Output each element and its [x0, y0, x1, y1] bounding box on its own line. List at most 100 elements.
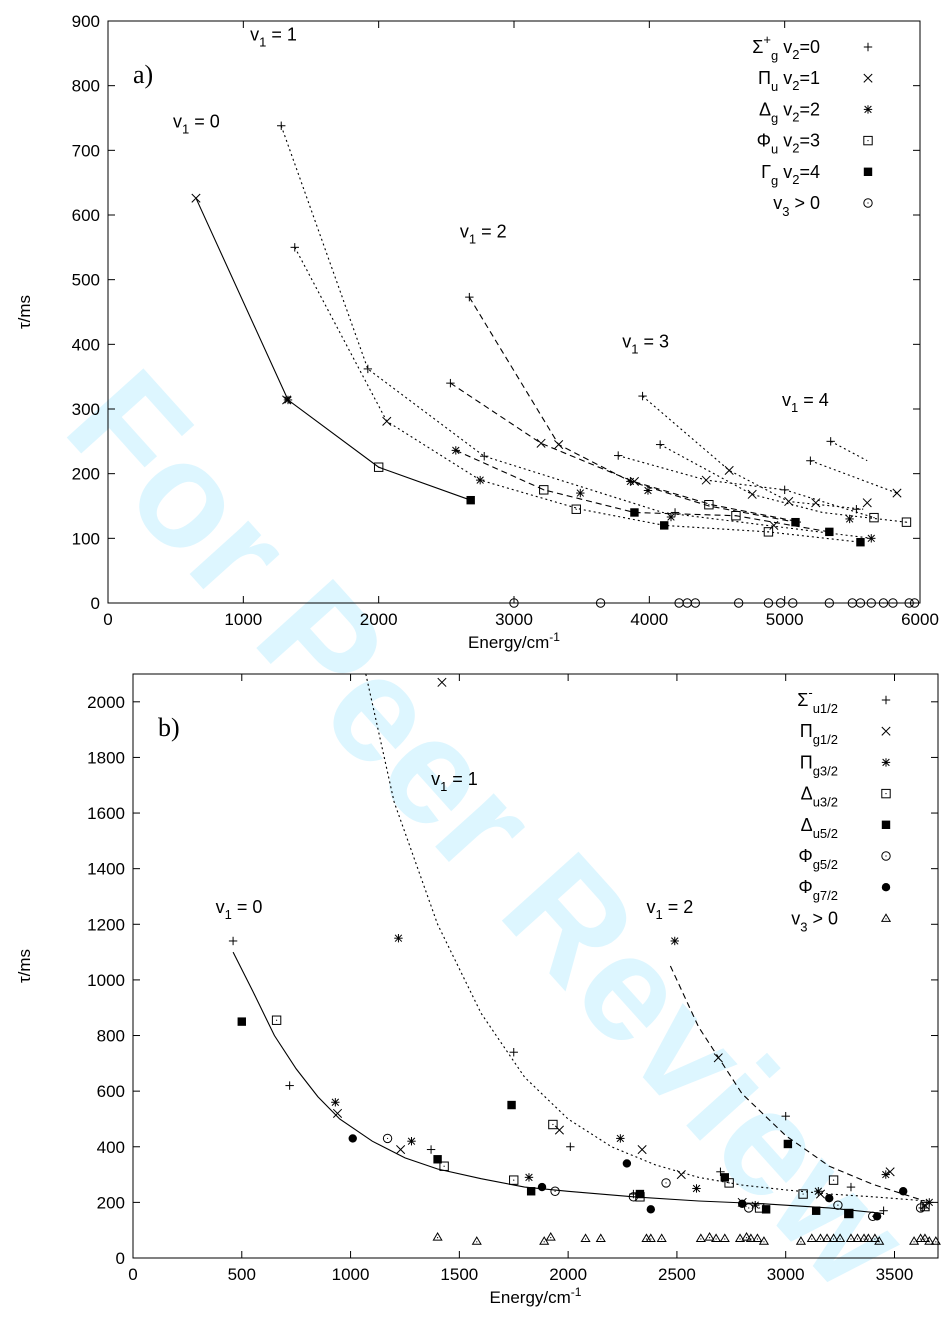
data-point-star: [576, 489, 584, 497]
data-point-square: [374, 463, 382, 471]
data-point-fcircle: [899, 1187, 907, 1195]
series-lines: [196, 126, 907, 542]
y-tick-label: 1600: [87, 804, 125, 823]
data-point-fsquare: [433, 1155, 441, 1163]
data-point-star: [394, 934, 402, 942]
data-point-fsquare: [238, 1017, 246, 1025]
x-tick-label: 6000: [901, 610, 939, 629]
data-point-triangle: [705, 1233, 713, 1240]
y-tick-label: 500: [72, 271, 100, 290]
legend-label: Δu3/2: [801, 784, 838, 810]
data-point-fsquare: [630, 508, 638, 516]
legend-marker-cross: [864, 74, 872, 82]
data-point-star: [476, 476, 484, 484]
data-point-star: [525, 1173, 533, 1181]
data-point-fcircle: [825, 1194, 833, 1202]
data-point-fsquare: [856, 538, 864, 546]
data-point-cross: [537, 439, 545, 447]
x-tick-label: 5000: [766, 610, 804, 629]
data-point-cross: [748, 490, 756, 498]
data-point-triangle: [642, 1234, 650, 1241]
y-tick-label: 900: [72, 12, 100, 31]
data-point-circle: [662, 1179, 670, 1187]
data-point-square: [540, 486, 548, 494]
data-point-fsquare: [791, 518, 799, 526]
data-point-triangle: [647, 1234, 655, 1241]
y-tick-label: 100: [72, 529, 100, 548]
series-annotation: v1 = 0: [173, 112, 220, 137]
x-tick-label: 1000: [224, 610, 262, 629]
x-tick-label: 2500: [658, 1265, 696, 1284]
data-point-fsquare: [762, 1205, 770, 1213]
data-point-cross: [770, 521, 778, 529]
data-point-star: [331, 1098, 339, 1106]
legend-marker-square: [864, 136, 872, 144]
data-point-star: [626, 477, 634, 485]
y-tick-label: 200: [97, 1193, 125, 1212]
data-point-cross: [863, 499, 871, 507]
series-line: [643, 396, 864, 509]
data-point-cross: [192, 194, 200, 202]
legend-marker-plus: [864, 43, 872, 51]
legend-marker-circle: [882, 852, 890, 860]
data-point-circle: [551, 1187, 559, 1195]
data-point-plus: [291, 243, 299, 251]
x-axis-label: Energy/cm-1: [468, 630, 560, 652]
data-point-star: [452, 446, 460, 454]
series-annotation: v1 = 3: [622, 332, 669, 357]
data-point-star: [407, 1137, 415, 1145]
legend-label: Πg1/2: [800, 721, 838, 747]
data-point-plus: [852, 505, 860, 513]
legend-label: Φg5/2: [798, 846, 838, 872]
y-tick-label: 1000: [87, 971, 125, 990]
y-tick-label: 200: [72, 465, 100, 484]
data-point-cross: [785, 497, 793, 505]
legend-marker-triangle: [882, 914, 890, 921]
data-point-triangle: [433, 1233, 441, 1240]
series-line: [831, 441, 868, 460]
data-point-triangle: [581, 1234, 589, 1241]
legend-marker-fsquare: [882, 821, 890, 829]
series-line: [450, 383, 801, 522]
data-point-star: [692, 1184, 700, 1192]
x-tick-label: 0: [128, 1265, 137, 1284]
data-point-square: [272, 1016, 280, 1024]
x-tick-label: 1500: [440, 1265, 478, 1284]
data-point-fcircle: [623, 1159, 631, 1167]
data-point-fsquare: [812, 1207, 820, 1215]
data-point-cross: [396, 1145, 404, 1153]
data-point-cross: [812, 499, 820, 507]
data-point-cross: [725, 466, 733, 474]
y-tick-label: 0: [116, 1249, 125, 1268]
data-point-cross: [383, 417, 391, 425]
data-point-plus: [826, 437, 834, 445]
series-line: [281, 126, 871, 539]
data-point-triangle: [721, 1234, 729, 1241]
data-point-star: [644, 486, 652, 494]
data-point-star: [814, 1187, 822, 1195]
data-point-cross: [702, 476, 710, 484]
y-tick-label: 800: [97, 1027, 125, 1046]
x-tick-label: 4000: [630, 610, 668, 629]
data-point-triangle: [547, 1233, 555, 1240]
data-point-star: [867, 534, 875, 542]
x-tick-label: 1000: [332, 1265, 370, 1284]
data-point-fcircle: [349, 1134, 357, 1142]
data-point-plus: [638, 392, 646, 400]
data-point-plus: [566, 1143, 574, 1151]
data-point-star: [845, 515, 853, 523]
data-point-square: [764, 528, 772, 536]
legend-marker-square: [882, 789, 890, 797]
legend-marker-circle: [864, 199, 872, 207]
data-point-plus: [364, 365, 372, 373]
data-point-plus: [510, 1048, 518, 1056]
data-point-plus: [614, 451, 622, 459]
y-tick-label: 400: [97, 1138, 125, 1157]
legend-marker-plus: [882, 696, 890, 704]
series-line: [660, 445, 906, 523]
y-tick-label: 300: [72, 400, 100, 419]
series-annotation: v1 = 4: [782, 390, 829, 415]
legend-label: Πg3/2: [800, 752, 838, 778]
data-point-cross: [555, 1126, 563, 1134]
